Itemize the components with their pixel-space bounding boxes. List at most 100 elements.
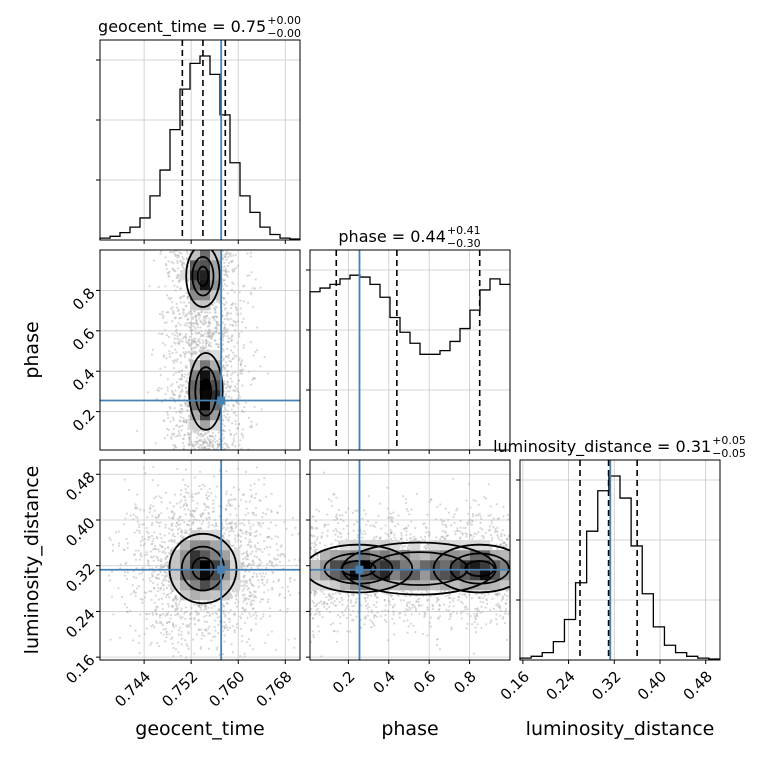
scatter-point	[183, 508, 185, 510]
scatter-point	[236, 514, 238, 516]
scatter-point	[504, 612, 506, 614]
scatter-point	[148, 577, 150, 579]
scatter-point	[275, 649, 277, 651]
scatter-point	[199, 528, 201, 530]
scatter-point	[183, 376, 185, 378]
scatter-point	[150, 550, 152, 552]
scatter-point	[240, 361, 242, 363]
scatter-point	[228, 530, 230, 532]
scatter-point	[269, 615, 271, 617]
scatter-point	[158, 645, 160, 647]
scatter-point	[91, 603, 93, 605]
scatter-point	[314, 541, 316, 543]
scatter-point	[227, 410, 229, 412]
scatter-point	[338, 509, 340, 511]
scatter-point	[493, 608, 495, 610]
scatter-point	[246, 530, 248, 532]
scatter-point	[214, 435, 216, 437]
scatter-point	[223, 262, 225, 264]
scatter-point	[459, 520, 461, 522]
scatter-point	[172, 360, 174, 362]
scatter-point	[192, 496, 194, 498]
scatter-point	[232, 255, 234, 257]
scatter-point	[212, 612, 214, 614]
scatter-point	[489, 622, 491, 624]
scatter-point	[188, 414, 190, 416]
scatter-point	[252, 608, 254, 610]
scatter-point	[199, 314, 201, 316]
corner-panels: geocent_time = 0.75+0.00−0.00phase = 0.4…	[62, 14, 746, 711]
scatter-point	[187, 351, 189, 353]
scatter-point	[230, 318, 232, 320]
scatter-point	[144, 554, 146, 556]
scatter-point	[218, 332, 220, 334]
scatter-point	[385, 533, 387, 535]
scatter-point	[342, 520, 344, 522]
scatter-point	[430, 616, 432, 618]
scatter-point	[504, 610, 506, 612]
scatter-point	[384, 614, 386, 616]
scatter-point	[188, 265, 190, 267]
scatter-point	[180, 643, 182, 645]
scatter-point	[467, 513, 469, 515]
scatter-point	[193, 519, 195, 521]
scatter-point	[230, 307, 232, 309]
scatter-point	[171, 664, 173, 666]
scatter-point	[316, 592, 318, 594]
scatter-point	[254, 497, 256, 499]
scatter-point	[204, 620, 206, 622]
scatter-point	[218, 608, 220, 610]
scatter-point	[246, 617, 248, 619]
scatter-point	[240, 563, 242, 565]
scatter-point	[312, 654, 314, 656]
scatter-point	[226, 318, 228, 320]
scatter-point	[250, 341, 252, 343]
scatter-point	[184, 618, 186, 620]
scatter-point	[347, 507, 349, 509]
scatter-point	[196, 633, 198, 635]
scatter-point	[407, 510, 409, 512]
scatter-point	[232, 271, 234, 273]
scatter-point	[229, 668, 231, 670]
scatter-point	[174, 407, 176, 409]
scatter-point	[198, 338, 200, 340]
scatter-point	[158, 390, 160, 392]
scatter-point	[166, 614, 168, 616]
truth-marker	[217, 566, 225, 574]
scatter-point	[216, 324, 218, 326]
scatter-point	[465, 535, 467, 537]
scatter-point	[164, 534, 166, 536]
scatter-point	[250, 271, 252, 273]
scatter-point	[490, 534, 492, 536]
scatter-point	[218, 324, 220, 326]
scatter-point	[340, 536, 342, 538]
scatter-point	[150, 599, 152, 601]
scatter-point	[466, 613, 468, 615]
scatter-point	[272, 565, 274, 567]
scatter-point	[119, 637, 121, 639]
scatter-point	[160, 512, 162, 514]
scatter-point	[250, 255, 252, 257]
scatter-point	[174, 608, 176, 610]
scatter-point	[195, 346, 197, 348]
scatter-point	[202, 342, 204, 344]
scatter-point	[165, 264, 167, 266]
scatter-point	[255, 507, 257, 509]
scatter-point	[192, 431, 194, 433]
scatter-point	[215, 343, 217, 345]
scatter-point	[160, 387, 162, 389]
scatter-point	[186, 643, 188, 645]
scatter-point	[227, 413, 229, 415]
scatter-point	[175, 599, 177, 601]
scatter-point	[191, 329, 193, 331]
scatter-point	[186, 626, 188, 628]
scatter-point	[231, 261, 233, 263]
scatter-point	[263, 483, 265, 485]
scatter-point	[475, 500, 477, 502]
scatter-point	[228, 416, 230, 418]
y-tick-label: 0.8	[69, 284, 99, 314]
scatter-point	[207, 611, 209, 613]
scatter-point	[235, 254, 237, 256]
scatter-point	[248, 544, 250, 546]
scatter-point	[155, 548, 157, 550]
